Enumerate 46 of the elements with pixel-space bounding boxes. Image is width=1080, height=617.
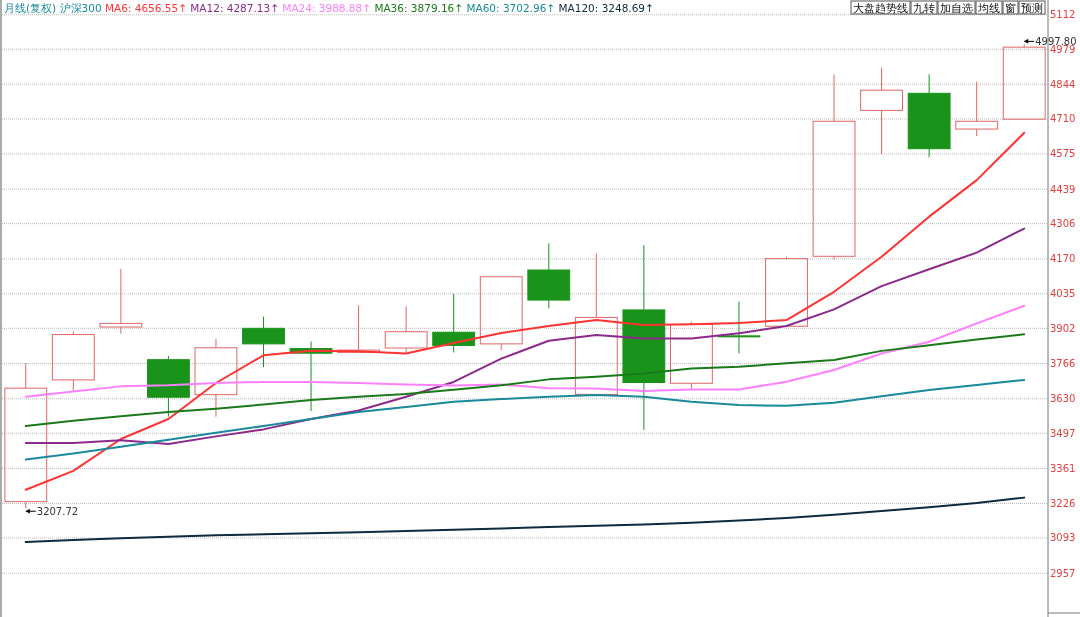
candlestick <box>812 73 856 260</box>
text: MA6: 4656.55↑ <box>104 2 191 14</box>
y-tick-label: 2957 <box>1050 567 1076 579</box>
line-series <box>24 227 1026 445</box>
y-tick-label: 4844 <box>1050 78 1076 90</box>
candlestick <box>242 316 285 368</box>
y-tick-label: 3766 <box>1050 358 1076 370</box>
y-tick-label: 3630 <box>1050 393 1076 405</box>
candlestick <box>622 244 666 431</box>
annotation: 九转 <box>913 1 935 14</box>
text: MA120: 3248.69↑ <box>558 2 654 14</box>
annotation: 大盘趋势线 <box>853 1 908 14</box>
y-tick-label: 4575 <box>1050 148 1076 160</box>
y-tick-label: 3226 <box>1050 498 1076 509</box>
y-tick-label: 4439 <box>1050 183 1076 195</box>
annotation: 窗 <box>1005 1 1016 14</box>
y-tick-label: 3497 <box>1050 427 1076 439</box>
y-tick-label: 3361 <box>1050 463 1076 475</box>
line-series <box>24 304 1026 398</box>
y-tick-label: 4710 <box>1050 113 1076 125</box>
line-series <box>24 131 1026 491</box>
text: MA12: 4287.13↑ <box>190 2 283 14</box>
chart-subtitle: 沪深300 <box>59 2 105 14</box>
candlestick <box>860 67 904 155</box>
line-series <box>24 378 1026 461</box>
y-tick-label: 4306 <box>1050 218 1076 230</box>
candlestick <box>717 301 761 354</box>
y-tick-label: 4035 <box>1050 288 1076 300</box>
annotation: 加自选 <box>940 1 973 14</box>
y-tick-label: 3093 <box>1050 532 1076 544</box>
chart-title: 月线(复权) <box>4 2 60 14</box>
y-tick-label: 5112 <box>1050 9 1076 21</box>
annotation: 预测 <box>1021 1 1043 14</box>
candlestick <box>99 268 143 335</box>
annotation: 3207.72 <box>36 505 79 517</box>
text: MA24: 3988.88↑ <box>282 2 375 14</box>
candlestick <box>194 338 238 418</box>
y-tick-label: 3902 <box>1050 322 1076 334</box>
text: MA36: 3879.16↑ <box>374 2 467 14</box>
annotation: 均线 <box>977 1 1000 14</box>
candlestick <box>907 73 951 158</box>
candlestick <box>384 305 428 353</box>
text: MA60: 3702.96↑ <box>466 2 559 14</box>
line-series <box>24 496 1026 544</box>
y-tick-label: 4170 <box>1050 253 1076 265</box>
line-series <box>24 333 1026 428</box>
